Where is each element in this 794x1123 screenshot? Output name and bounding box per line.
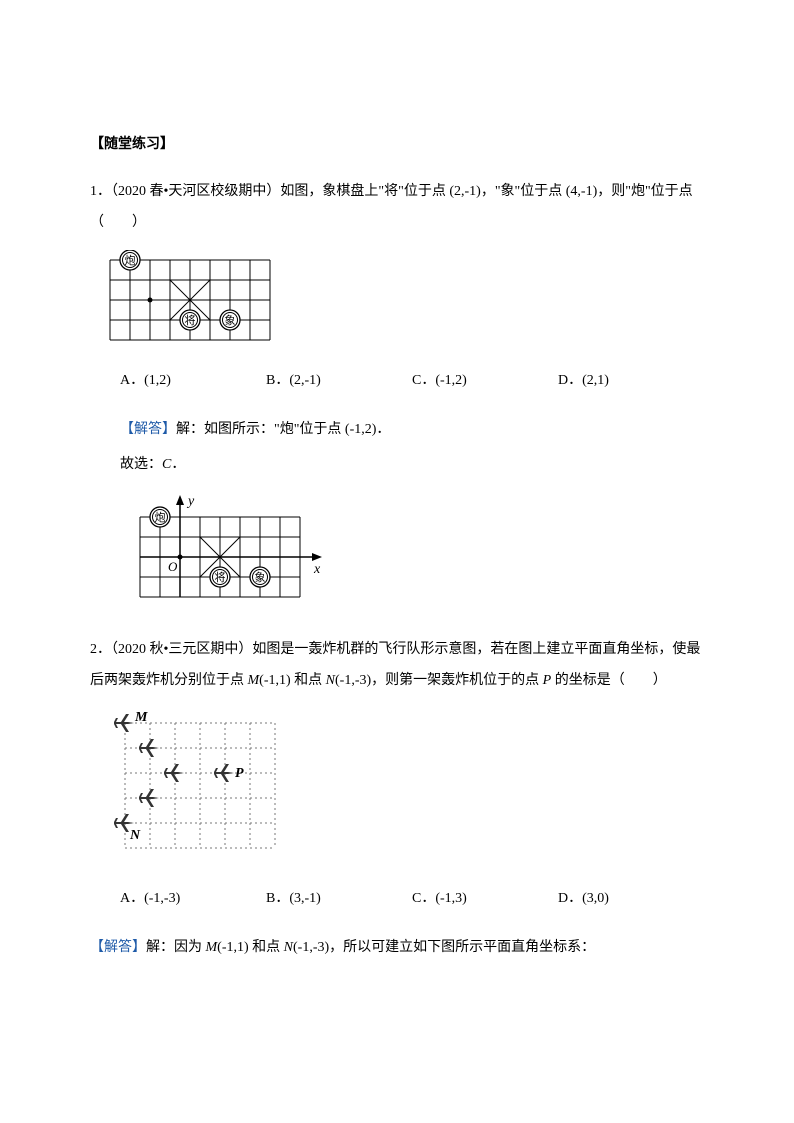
svg-text:M: M (134, 710, 148, 725)
q1-optB: B．(2,-1) (266, 366, 412, 397)
q1-answer-text: 解：如图所示："炮"位于点 (-1,2)． (176, 422, 390, 437)
svg-text:象: 象 (225, 314, 236, 327)
q2-ans-t1: 解：因为 (146, 940, 206, 955)
q2-ans-N: N (284, 940, 293, 955)
answer-label: 【解答】 (120, 422, 176, 437)
svg-text:x: x (313, 562, 321, 577)
q2-optD: D．(3,0) (558, 884, 704, 915)
q2-options: A．(-1,-3) B．(3,-1) C．(-1,3) D．(3,0) (120, 884, 704, 915)
q2-ans-Mc: (-1,1) 和点 (217, 940, 284, 955)
q2-P: P (543, 673, 552, 688)
svg-text:将: 将 (185, 314, 196, 327)
q1-figure-1: 炮将 象 (100, 250, 704, 350)
q1-choice-end: ． (171, 457, 185, 472)
q1-answer-line: 【解答】解：如图所示："炮"位于点 (-1,2)． (120, 415, 704, 446)
q2-stem: 2．（2020 秋•三元区期中）如图是一轰炸机群的飞行队形示意图，若在图上建立平… (90, 635, 704, 697)
svg-text:象: 象 (255, 571, 266, 584)
svg-text:炮: 炮 (155, 511, 166, 524)
q2-ans-Nc: (-1,-3)，所以可建立如下图所示平面直角坐标系： (293, 940, 595, 955)
q2-M: M (248, 673, 260, 688)
q1-optA: A．(1,2) (120, 366, 266, 397)
svg-text:y: y (186, 494, 195, 509)
q2-N: N (326, 673, 335, 688)
svg-text:将: 将 (215, 571, 226, 584)
q1-choice-italic: C (162, 457, 171, 472)
q1-figure-2: 炮将 象 y x O (110, 489, 704, 619)
q2-figure: M N P (100, 708, 704, 868)
q1-answer-choice: 故选：C． (120, 450, 704, 481)
svg-text:N: N (129, 828, 141, 843)
q1-stem: 1．（2020 春•天河区校级期中）如图，象棋盘上"将"位于点 (2,-1)，"… (90, 177, 704, 239)
q1-options: A．(1,2) B．(2,-1) C．(-1,2) D．(2,1) (120, 366, 704, 397)
svg-text:O: O (168, 559, 178, 574)
answer-label-2: 【解答】 (90, 940, 146, 955)
q2-ans-M: M (206, 940, 218, 955)
q2-Nc: (-1,-3)，则第一架轰炸机位于的点 (335, 673, 543, 688)
q2-optB: B．(3,-1) (266, 884, 412, 915)
q1-optD: D．(2,1) (558, 366, 704, 397)
q2-t2: 的坐标是（ ） (551, 673, 667, 688)
q2-Mc: (-1,1) 和点 (259, 673, 326, 688)
q2-optC: C．(-1,3) (412, 884, 558, 915)
svg-text:炮: 炮 (125, 254, 136, 267)
svg-text:P: P (235, 766, 244, 781)
q1-optC: C．(-1,2) (412, 366, 558, 397)
q1-choice-prefix: 故选： (120, 457, 162, 472)
section-header: 【随堂练习】 (90, 130, 704, 161)
q2-optA: A．(-1,-3) (120, 884, 266, 915)
q2-answer-line: 【解答】解：因为 M(-1,1) 和点 N(-1,-3)，所以可建立如下图所示平… (90, 933, 704, 964)
